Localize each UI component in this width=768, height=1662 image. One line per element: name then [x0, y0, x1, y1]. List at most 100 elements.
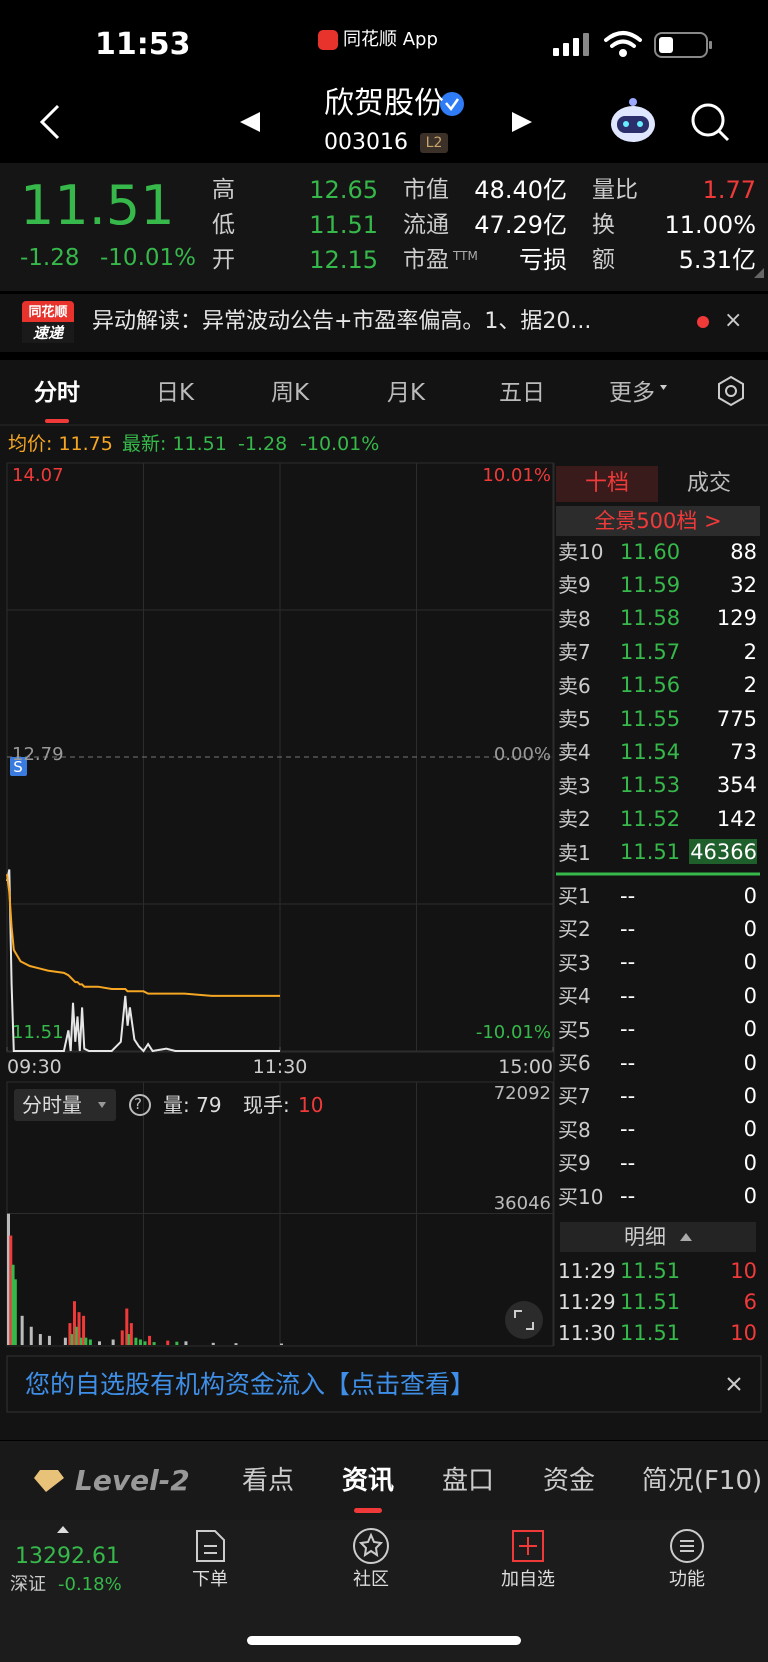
panorama-link[interactable]: 全景500档 >: [594, 508, 722, 533]
wifi-icon: [604, 31, 642, 57]
detail-caret: [680, 1233, 692, 1241]
ask-price: 11.60: [620, 539, 681, 564]
stat-note: TTM: [453, 249, 478, 263]
bottom-tab[interactable]: 资金: [542, 1466, 596, 1496]
stock-name: 欣贺股份: [324, 86, 444, 121]
volume-bar: [47, 1335, 51, 1345]
ask-price: 11.58: [620, 606, 681, 631]
prev-icon[interactable]: [240, 112, 260, 132]
stat-label: 低: [212, 211, 235, 238]
trade-price: 11.51: [620, 1289, 681, 1314]
volume-selector[interactable]: [14, 1089, 116, 1121]
ask-price: 11.51: [620, 840, 681, 865]
bid-price: --: [620, 1083, 636, 1108]
latest-change: -1.28: [238, 432, 288, 455]
signal-icon: [553, 33, 589, 56]
settings-icon[interactable]: [718, 375, 744, 407]
ask-label: 卖7: [558, 640, 591, 665]
bottom-tab[interactable]: 简况(F10): [641, 1466, 763, 1496]
volume-bar: [184, 1341, 188, 1345]
signal-marker-label: S: [13, 757, 23, 776]
bottom-tab[interactable]: 资讯: [341, 1466, 395, 1496]
bid-price: --: [620, 1184, 636, 1209]
verified-check: [445, 98, 460, 112]
help-icon[interactable]: [129, 1094, 151, 1116]
volume-bar: [143, 1341, 147, 1345]
detail-bar[interactable]: [560, 1222, 756, 1252]
index-change: -0.18%: [58, 1574, 122, 1595]
order-icon[interactable]: [196, 1530, 225, 1562]
chart-tab[interactable]: 更多: [609, 379, 655, 406]
latest-price: 最新: 11.51: [122, 432, 227, 455]
book-tab[interactable]: 十档: [584, 471, 630, 496]
ask-label: 卖10: [558, 540, 604, 564]
volume-bar: [72, 1301, 76, 1345]
bid-label: 买7: [558, 1084, 591, 1109]
stat-label: 换: [592, 211, 615, 238]
alert-close-icon[interactable]: ×: [724, 308, 743, 333]
function-icon[interactable]: [670, 1529, 704, 1563]
chart-tab[interactable]: 周K: [270, 379, 310, 406]
toolbar-label[interactable]: 加自选: [501, 1569, 555, 1590]
watchlist-icon[interactable]: [512, 1530, 544, 1562]
volume-bar: [88, 1339, 92, 1345]
toolbar-label[interactable]: 下单: [192, 1569, 228, 1590]
index-caret: [57, 1526, 69, 1533]
bid-label: 买1: [558, 884, 591, 908]
price-change: -1.28: [20, 244, 80, 271]
back-icon[interactable]: [39, 104, 60, 140]
trade-volume: 10: [730, 1258, 757, 1283]
bottom-tab[interactable]: 盘口: [441, 1466, 495, 1496]
ask-label: 卖8: [558, 606, 591, 631]
assistant-icon[interactable]: [611, 98, 655, 142]
main-panel: [0, 360, 768, 1440]
bid-price: --: [620, 883, 636, 908]
volume-bar: [148, 1335, 152, 1345]
book-tab-active[interactable]: [556, 466, 658, 502]
banner-text[interactable]: 您的自选股有机构资金流入【点击查看】: [25, 1369, 476, 1399]
stat-label: 开: [212, 246, 235, 273]
bottom-tab[interactable]: Level-2: [75, 1464, 190, 1497]
volume-tick-label: 72092: [493, 1083, 551, 1104]
bid-price: --: [620, 1117, 636, 1142]
stat-label: 流通: [403, 211, 449, 238]
y2-tick-label: 0.00%: [493, 744, 551, 765]
panorama-bar[interactable]: [556, 506, 760, 536]
chart-tab[interactable]: 日K: [155, 379, 195, 406]
ask-price: 11.59: [620, 572, 681, 597]
alert-dot: [697, 316, 709, 328]
search-icon[interactable]: [691, 103, 730, 142]
banner-close[interactable]: [727, 1377, 741, 1391]
bottom-tab[interactable]: 看点: [241, 1466, 295, 1496]
volume-caret: [98, 1102, 106, 1108]
chart-tab[interactable]: 分时: [34, 379, 80, 406]
toolbar-label[interactable]: 社区: [353, 1569, 389, 1590]
volume-title[interactable]: 分时量: [22, 1093, 82, 1117]
trade-price: 11.51: [620, 1258, 681, 1283]
volume-bar: [127, 1334, 131, 1345]
next-icon[interactable]: [512, 112, 532, 132]
bid-price: --: [620, 950, 636, 975]
volume-bar: [125, 1308, 129, 1345]
toolbar-label[interactable]: 功能: [669, 1569, 705, 1590]
volume-bar: [7, 1213, 10, 1345]
chart-tab[interactable]: 月K: [386, 379, 426, 406]
alert-text[interactable]: 异动解读：异常波动公告+市盈率偏高。1、据20...: [92, 309, 592, 334]
ask-price: 11.53: [620, 773, 681, 798]
badge-bg: [420, 133, 448, 153]
detail-title[interactable]: 明细: [624, 1224, 666, 1249]
latest-change-pct: -10.01%: [300, 432, 380, 455]
book-tab[interactable]: 成交: [686, 471, 732, 496]
volume-bar: [70, 1334, 74, 1345]
volume-bar: [166, 1340, 170, 1345]
banner-box[interactable]: [6, 1355, 762, 1413]
fullscreen-button[interactable]: [505, 1301, 543, 1339]
volume-bar: [75, 1326, 79, 1345]
volume-bar: [13, 1279, 17, 1345]
settings-icon-core: [725, 385, 737, 397]
ask-volume: 2: [743, 639, 757, 664]
chart-tab[interactable]: 五日: [499, 379, 545, 406]
community-icon[interactable]: [353, 1528, 389, 1564]
volume-bar: [20, 1315, 24, 1345]
